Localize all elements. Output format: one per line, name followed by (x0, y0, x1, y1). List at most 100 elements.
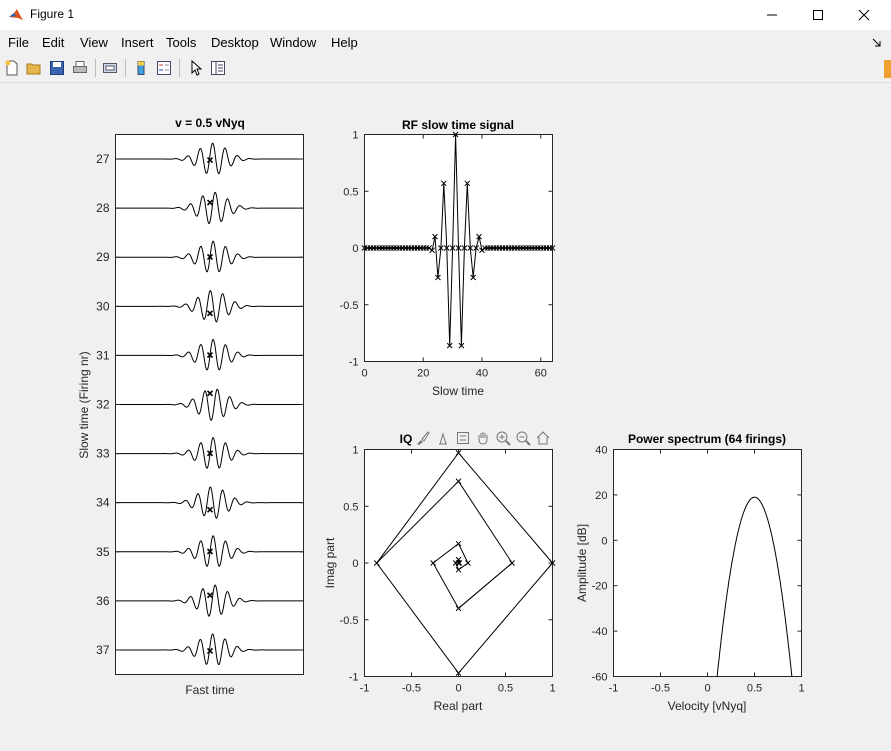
menu-help[interactable]: Help (331, 35, 358, 50)
pointer-button[interactable] (187, 59, 205, 77)
menu-bar: File Edit View Insert Tools Desktop Wind… (0, 31, 891, 54)
iq-point (455, 478, 462, 485)
pointer-icon (191, 60, 203, 76)
save-button[interactable] (48, 59, 66, 77)
waterfall-ylabel: Slow time (Firing nr) (77, 351, 91, 458)
menu-tools[interactable]: Tools (166, 35, 197, 50)
psd-line (716, 496, 793, 677)
x-tick-label: -0.5 (402, 683, 421, 695)
axes-rf-box[interactable] (364, 134, 553, 362)
dock-arrow-icon[interactable] (872, 38, 882, 48)
colorbar-button[interactable] (132, 59, 150, 77)
rf-point (393, 245, 400, 251)
iq-point (455, 566, 462, 573)
data-tips-button[interactable] (433, 428, 453, 448)
home-button[interactable] (533, 428, 553, 448)
rf-point (496, 245, 503, 251)
axes-waterfall[interactable]: 27 28 29 30 31 32 33 34 35 36 37 v = 0.5 vNyq Fast… (77, 116, 304, 697)
menu-view[interactable]: View (80, 35, 108, 50)
minimize-button[interactable] (749, 0, 795, 30)
y-tick-label: 32 (96, 398, 110, 412)
y-tick-label: 30 (96, 299, 110, 313)
rf-point (443, 245, 450, 251)
rf-point (414, 245, 421, 251)
waterfall-sample-marker (206, 199, 214, 206)
rf-point (373, 245, 380, 251)
axes-power-spectrum[interactable]: -1 -0.5 0 0.5 1 40 20 0 -20 -40 -60 Power spectrum… (575, 432, 805, 713)
rf-point (440, 180, 447, 187)
rf-point (452, 131, 459, 138)
iq-title: IQ (400, 432, 413, 446)
zoom-out-button[interactable] (513, 428, 533, 448)
brush-button[interactable] (413, 428, 433, 448)
menu-desktop[interactable]: Desktop (211, 35, 259, 50)
window-title: Figure 1 (30, 7, 75, 21)
new-figure-button[interactable] (3, 59, 21, 77)
axes-interaction-toolbar (413, 428, 553, 448)
rf-point (396, 245, 403, 251)
menu-file[interactable]: File (8, 35, 29, 50)
x-tick-label: 0 (361, 368, 367, 380)
print-preview-icon (103, 63, 117, 73)
x-tick-label: 1 (798, 683, 804, 695)
rf-point (529, 245, 535, 251)
zoom-out-restore-icon (457, 432, 469, 444)
menu-window[interactable]: Window (270, 35, 317, 50)
waterfall-sample-marker (206, 548, 214, 555)
psd-series (716, 496, 793, 677)
rf-point (473, 245, 479, 251)
x-tick-label: 0 (704, 683, 710, 695)
iq-ylabel: Imag part (323, 537, 337, 588)
waterfall-trace (115, 191, 304, 225)
axes-iq[interactable]: -1 -0.5 0 0.5 1 1 0.5 0 -0.5 -1 IQ Real part Imag… (323, 432, 556, 713)
rf-point (523, 245, 529, 251)
y-tick-label: 28 (96, 201, 110, 215)
rf-point (432, 233, 438, 240)
psd-xlabel: Velocity [vNyq] (668, 699, 747, 713)
y-tick-label: 0 (352, 243, 358, 255)
rf-point (411, 245, 418, 251)
legend-button[interactable] (155, 59, 173, 77)
axes-rf[interactable]: 0 20 40 60 1 0.5 0 -0.5 -1 RF slow time signal S… (340, 118, 556, 398)
pan-button[interactable] (473, 428, 493, 448)
y-tick-label: 29 (96, 250, 110, 264)
rf-point (417, 245, 424, 251)
menu-insert[interactable]: Insert (121, 35, 154, 50)
zoom-in-button[interactable] (493, 428, 513, 448)
waterfall-trace (115, 240, 304, 273)
axes-waterfall-box[interactable] (115, 134, 304, 675)
waterfall-sample-marker (206, 450, 214, 457)
print-button[interactable] (71, 59, 89, 77)
rf-point (370, 245, 377, 251)
iq-ticks: -1 -0.5 0 0.5 1 1 0.5 0 -0.5 -1 (340, 445, 556, 695)
iq-point (455, 556, 462, 563)
rf-point (485, 245, 491, 251)
menu-edit[interactable]: Edit (42, 35, 65, 50)
rf-point (476, 233, 482, 240)
x-tick-label: -1 (360, 683, 370, 695)
rf-point (382, 245, 388, 251)
property-inspector-button[interactable] (209, 59, 227, 77)
close-button[interactable] (841, 0, 887, 30)
x-tick-label: -0.5 (651, 683, 670, 695)
restore-view-button[interactable] (453, 428, 473, 448)
axes-psd-box[interactable] (613, 449, 802, 677)
y-tick-label: 36 (96, 594, 110, 608)
open-file-button[interactable] (25, 59, 43, 77)
maximize-icon (813, 10, 823, 20)
x-tick-label: -1 (609, 683, 619, 695)
waterfall-trace (115, 633, 304, 666)
y-tick-label: 1 (352, 130, 358, 142)
rf-point (502, 245, 509, 251)
rf-point (534, 245, 541, 251)
axes-iq-box[interactable] (364, 449, 553, 677)
legend-icon (157, 61, 171, 75)
save-icon (50, 61, 64, 75)
waterfall-title: v = 0.5 vNyq (175, 116, 245, 130)
iq-edge (458, 562, 513, 609)
maximize-button[interactable] (795, 0, 841, 30)
print-preview-button[interactable] (101, 59, 119, 77)
y-tick-label: 1 (352, 445, 358, 457)
y-tick-label: 0.5 (343, 186, 358, 198)
waterfall-trace (115, 142, 304, 175)
